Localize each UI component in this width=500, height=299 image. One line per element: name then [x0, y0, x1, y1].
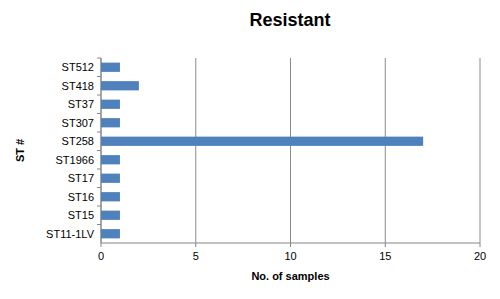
category-label: ST418	[62, 80, 94, 92]
category-label: ST16	[68, 191, 94, 203]
bar	[101, 211, 120, 220]
category-label: ST17	[68, 172, 94, 184]
tick-mark	[385, 243, 386, 247]
tick-mark	[97, 76, 101, 77]
grid-line	[290, 58, 291, 243]
x-axis-label: No. of samples	[251, 270, 329, 282]
y-axis-label: ST #	[14, 139, 26, 162]
tick-mark	[97, 169, 101, 170]
tick-mark	[97, 58, 101, 59]
tick-mark	[97, 132, 101, 133]
chart: 0 5 10 15 20 ST512 ST418 ST37 ST307 ST258 ST1966 ST…	[0, 0, 500, 299]
tick-label: 10	[284, 250, 296, 262]
tick-label: 15	[379, 250, 391, 262]
title: Resistant	[249, 10, 330, 30]
bar	[101, 81, 139, 90]
bar	[101, 155, 120, 164]
tick-label: 0	[98, 250, 104, 262]
tick-mark	[480, 243, 481, 247]
tick-mark	[97, 95, 101, 96]
tick-mark	[97, 224, 101, 225]
tick-label: 5	[193, 250, 199, 262]
category-label: ST37	[68, 98, 94, 110]
category-label: ST11-1LV	[46, 228, 95, 240]
grid-line	[195, 58, 196, 243]
grid-line	[385, 58, 386, 243]
bar	[101, 192, 120, 201]
bar	[101, 174, 120, 183]
tick-mark	[101, 243, 102, 247]
tick-mark	[97, 150, 101, 151]
category-label: ST512	[62, 61, 94, 73]
category-label: ST258	[62, 135, 94, 147]
category-label: ST307	[62, 117, 94, 129]
bar	[101, 100, 120, 109]
category-label: ST1966	[55, 154, 94, 166]
grid-line	[480, 58, 481, 243]
x-axis	[101, 243, 480, 244]
bar	[101, 229, 120, 238]
tick-mark	[290, 243, 291, 247]
bar	[101, 137, 423, 146]
tick-mark	[97, 113, 101, 114]
tick-mark	[97, 187, 101, 188]
category-label: ST15	[68, 209, 94, 221]
tick-label: 20	[474, 250, 486, 262]
bar	[101, 118, 120, 127]
tick-mark	[195, 243, 196, 247]
tick-mark	[97, 206, 101, 207]
bar	[101, 63, 120, 72]
bars	[101, 63, 423, 239]
